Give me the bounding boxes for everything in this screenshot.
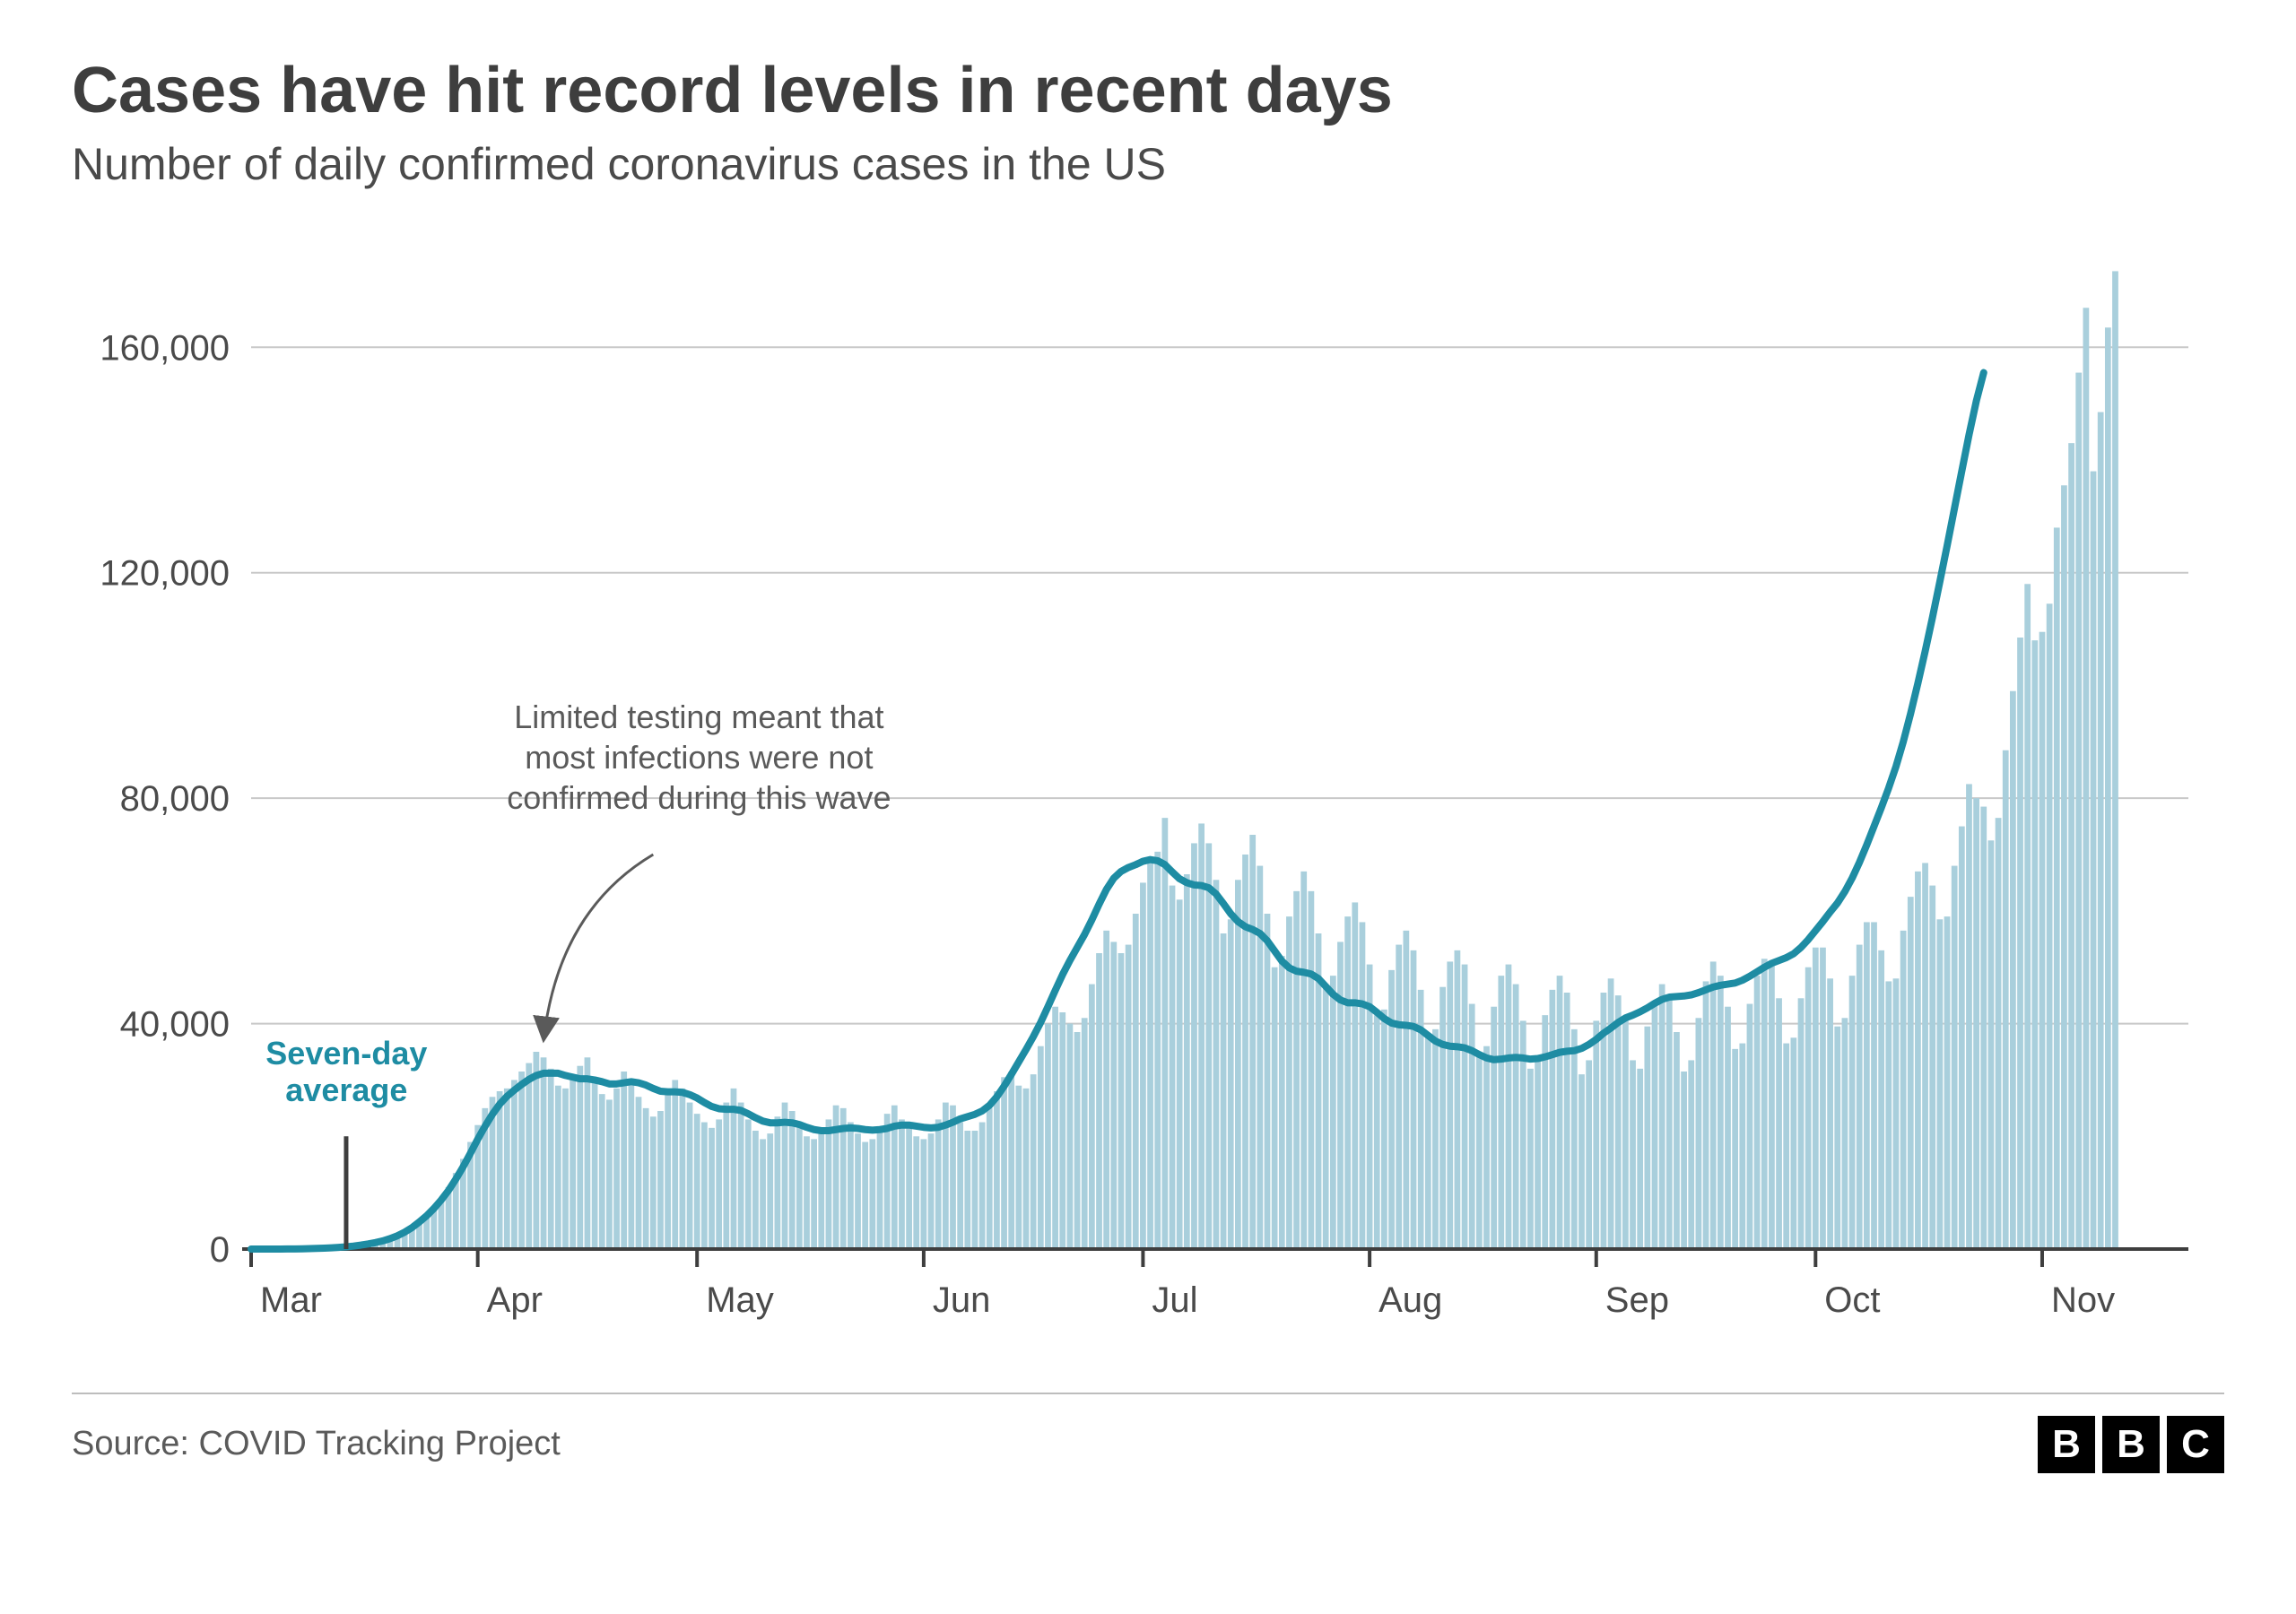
svg-text:Mar: Mar (260, 1280, 322, 1320)
chart-title: Cases have hit record levels in recent d… (72, 54, 2224, 128)
svg-text:Nov: Nov (2051, 1280, 2115, 1320)
plot-area: 0 40,000 80,000 120,000 160,000 Mar Apr May Jun J… (72, 245, 2224, 1357)
annotation-limited-testing: Limited testing meant thatmost infection… (507, 697, 891, 818)
svg-text:Jun: Jun (933, 1280, 991, 1320)
chart-subtitle: Number of daily confirmed coronavirus ca… (72, 137, 2224, 191)
bbc-logo-letter: C (2167, 1416, 2224, 1473)
source-text: Source: COVID Tracking Project (72, 1425, 561, 1463)
bbc-logo-letter: B (2038, 1416, 2095, 1473)
chart-footer: Source: COVID Tracking Project B B C (72, 1393, 2224, 1473)
svg-text:May: May (706, 1280, 774, 1320)
svg-text:Sep: Sep (1605, 1280, 1669, 1320)
svg-text:0: 0 (210, 1230, 230, 1270)
svg-text:Apr: Apr (487, 1280, 543, 1320)
svg-text:Jul: Jul (1152, 1280, 1197, 1320)
svg-text:40,000: 40,000 (120, 1004, 230, 1044)
svg-text:80,000: 80,000 (120, 779, 230, 819)
svg-text:120,000: 120,000 (100, 554, 230, 594)
bbc-logo-letter: B (2102, 1416, 2160, 1473)
bbc-logo: B B C (2038, 1416, 2224, 1473)
legend-seven-day-average: Seven-dayaverage (265, 1035, 427, 1109)
svg-text:Aug: Aug (1378, 1280, 1442, 1320)
svg-text:Oct: Oct (1824, 1280, 1880, 1320)
plot-svg: 0 40,000 80,000 120,000 160,000 Mar Apr May Jun J… (72, 245, 2224, 1357)
svg-text:160,000: 160,000 (100, 328, 230, 368)
chart-container: Cases have hit record levels in recent d… (0, 0, 2296, 1614)
